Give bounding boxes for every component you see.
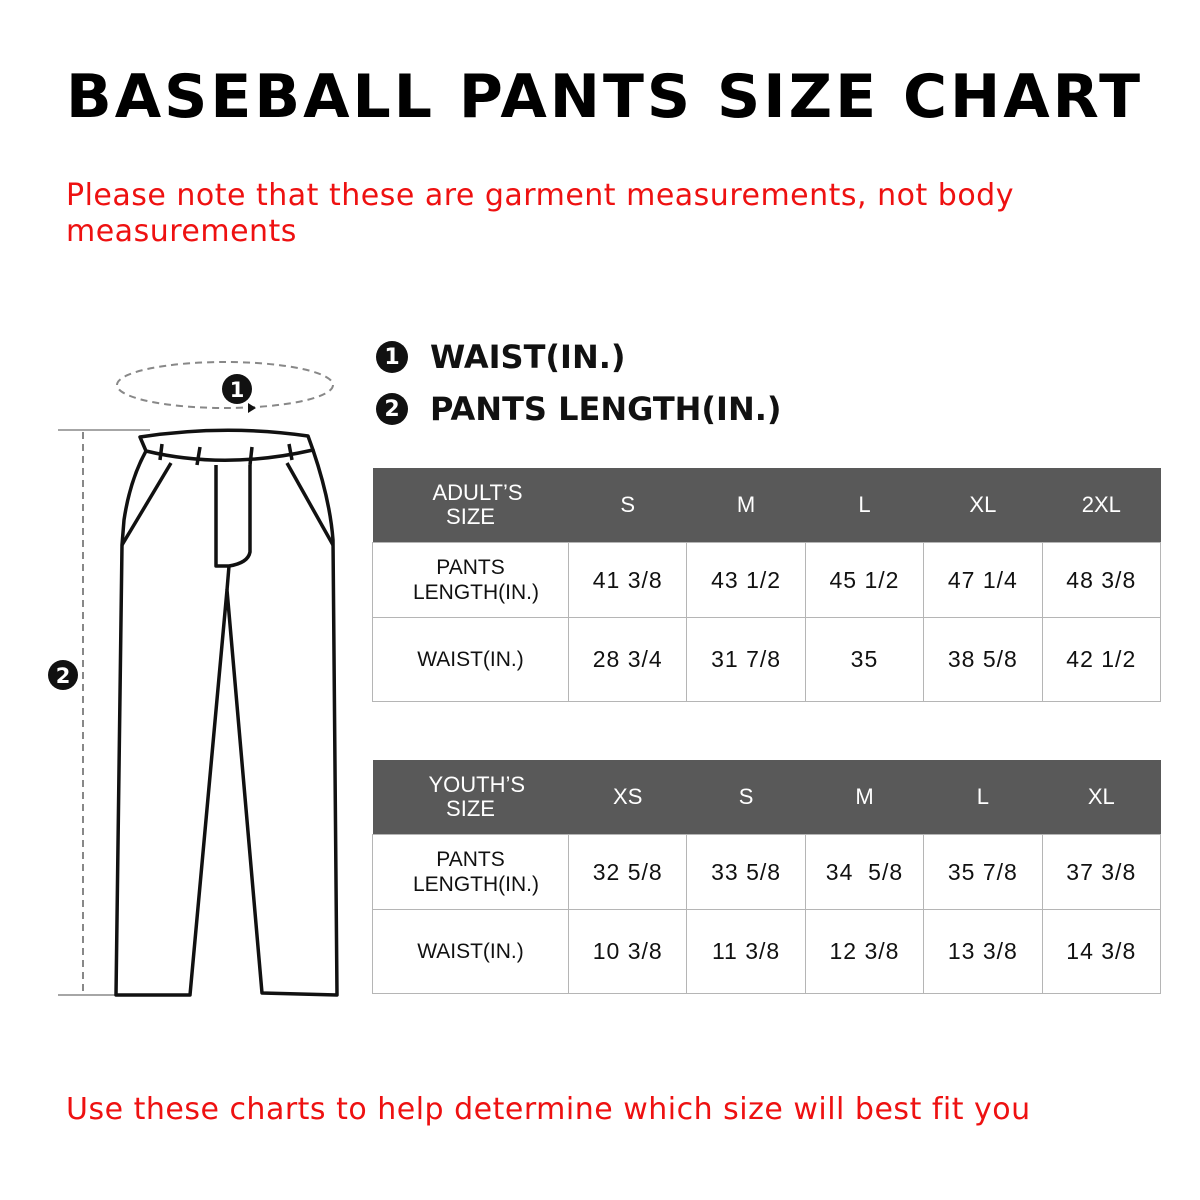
header-cell: ADULT’S SIZE [372,468,569,543]
table-cell: 37 3/8 [1041,834,1162,910]
table-cell: 14 3/8 [1041,909,1162,994]
table-cell: 48 3/8 [1041,542,1162,618]
page-title: BASEBALL PANTS SIZE CHART [66,62,1144,132]
length-marker-number: 2 [56,664,71,688]
youth-size-table: YOUTH’S SIZE XS S M L XL PANTS LENGTH(IN… [372,760,1162,994]
number-1-icon: 1 [376,341,408,373]
waist-marker-number: 1 [230,378,245,402]
length-marker-badge [48,660,78,690]
header-cell: S [686,760,806,835]
legend-label: WAIST(IN.) [430,338,626,376]
header-cell: XS [568,760,687,835]
waist-arrow-icon [248,403,256,413]
table-cell: 12 3/8 [804,909,925,994]
waist-marker-badge [222,374,252,404]
table-row: WAIST(IN.) 10 3/8 11 3/8 12 3/8 13 3/8 1… [372,909,1162,994]
table-cell: 47 1/4 [923,542,1043,618]
table-row: PANTS LENGTH(IN.) 32 5/8 33 5/8 34 5/8 3… [372,834,1162,910]
pants-outline [114,428,339,997]
header-cell: M [686,468,806,543]
header-cell: L [923,760,1043,835]
table-row: WAIST(IN.) 28 3/4 31 7/8 35 38 5/8 42 1/… [372,617,1162,702]
table-cell: 43 1/2 [686,542,806,618]
header-cell: M [805,760,924,835]
table-cell: 31 7/8 [686,617,806,702]
row-label: PANTS LENGTH(IN.) [372,834,569,910]
header-cell: L [805,468,924,543]
table-cell: 11 3/8 [686,909,806,994]
header-cell: XL [923,468,1043,543]
table-cell: 10 3/8 [567,909,688,994]
table-cell: 41 3/8 [567,542,688,618]
table-cell: 32 5/8 [567,834,688,910]
legend-label: PANTS LENGTH(IN.) [430,390,782,428]
table-cell: 35 [804,617,925,702]
table-cell: 34 5/8 [804,834,925,910]
header-cell: YOUTH’S SIZE [372,760,569,835]
table-cell: 33 5/8 [686,834,806,910]
number-2-icon: 2 [376,393,408,425]
adult-size-table: ADULT’S SIZE S M L XL 2XL PANTS LENGTH(I… [372,468,1162,702]
table-cell: 42 1/2 [1041,617,1162,702]
row-label: PANTS LENGTH(IN.) [372,542,569,618]
header-cell: XL [1042,760,1161,835]
table-header-row: YOUTH’S SIZE XS S M L XL [372,760,1161,835]
legend-item-length: 2 PANTS LENGTH(IN.) [376,390,782,428]
header-cell: S [568,468,687,543]
garment-note: Please note that these are garment measu… [66,178,1014,249]
fit-note: Use these charts to help determine which… [66,1092,1031,1127]
header-cell: 2XL [1042,468,1161,543]
table-cell: 13 3/8 [923,909,1043,994]
table-cell: 45 1/2 [804,542,925,618]
table-header-row: ADULT’S SIZE S M L XL 2XL [372,468,1161,543]
waist-measure-ellipse [116,361,334,409]
row-label: WAIST(IN.) [372,909,569,994]
table-cell: 28 3/4 [567,617,688,702]
legend-item-waist: 1 WAIST(IN.) [376,338,626,376]
row-label: WAIST(IN.) [372,617,569,702]
table-cell: 38 5/8 [923,617,1043,702]
table-row: PANTS LENGTH(IN.) 41 3/8 43 1/2 45 1/2 4… [372,542,1162,618]
table-cell: 35 7/8 [923,834,1043,910]
